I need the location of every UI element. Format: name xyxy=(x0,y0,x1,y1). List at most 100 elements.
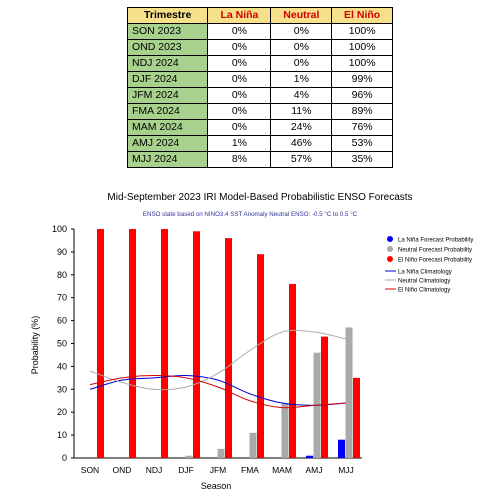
bar-el-nino-mam xyxy=(289,283,296,458)
y-tick-label: 30 xyxy=(57,384,67,394)
cell-neutral: 46% xyxy=(270,135,333,152)
cell-el-nino: 76% xyxy=(331,119,393,136)
line-la-nina-climatology xyxy=(89,375,347,406)
cell-neutral: 4% xyxy=(270,87,333,104)
enso-forecast-chart: Mid-September 2023 IRI Model-Based Proba… xyxy=(30,192,473,491)
cell-la-nina: 0% xyxy=(207,39,272,56)
bar-el-nino-ndj xyxy=(161,229,168,458)
cell-season: NDJ 2024 xyxy=(126,55,209,72)
x-tick-label-fma: FMA xyxy=(241,465,259,475)
bar-neutral-jfm xyxy=(217,448,225,458)
table-row: OND 2023 0% 0% 100% xyxy=(126,39,393,56)
legend-el-nino-climatology: El Niño Climatology xyxy=(385,288,450,294)
cell-el-nino: 35% xyxy=(331,151,393,168)
cell-season: MJJ 2024 xyxy=(126,151,209,168)
cell-la-nina: 0% xyxy=(207,119,272,136)
cell-la-nina: 0% xyxy=(207,103,272,120)
table-header-row: Trimestre La Niña Neutral El Niño xyxy=(126,7,393,24)
bar-la-nina-amj xyxy=(306,455,313,458)
probability-table: Trimestre La Niña Neutral El Niño SON 20… xyxy=(126,7,393,168)
legend-marker xyxy=(387,236,393,242)
cell-la-nina: 0% xyxy=(207,23,272,40)
x-axis-label: Season xyxy=(201,481,232,491)
cell-neutral: 1% xyxy=(270,71,333,88)
legend-neutral-climatology: Neutral Climatology xyxy=(385,279,450,285)
cell-la-nina: 0% xyxy=(207,87,272,104)
y-tick-label: 60 xyxy=(57,316,67,326)
legend-label: Neutral Climatology xyxy=(398,279,450,285)
cell-el-nino: 100% xyxy=(331,55,393,72)
cell-el-nino: 96% xyxy=(331,87,393,104)
table-row: JFM 2024 0% 4% 96% xyxy=(126,87,393,104)
table-row: DJF 2024 0% 1% 99% xyxy=(126,71,393,88)
bar-el-nino-jfm xyxy=(225,238,232,458)
y-tick-label: 20 xyxy=(57,407,67,417)
x-tick-label-son: SON xyxy=(81,465,99,475)
x-tick-label-ond: OND xyxy=(113,465,132,475)
x-tick-label-ndj: NDJ xyxy=(146,465,163,475)
cell-season: JFM 2024 xyxy=(126,87,209,104)
cell-season: MAM 2024 xyxy=(126,119,209,136)
cell-season: DJF 2024 xyxy=(126,71,209,88)
y-tick-label: 50 xyxy=(57,339,67,349)
bar-el-nino-son xyxy=(97,229,104,458)
table-row: MAM 2024 0% 24% 76% xyxy=(126,119,393,136)
cell-neutral: 0% xyxy=(270,39,333,56)
cell-el-nino: 100% xyxy=(331,23,393,40)
bar-el-nino-amj xyxy=(321,336,328,458)
header-el-nino: El Niño xyxy=(331,7,393,24)
cell-la-nina: 0% xyxy=(207,71,272,88)
bar-neutral-fma xyxy=(249,432,257,458)
legend-label: El Niño Forecast Probability xyxy=(398,258,472,264)
bar-neutral-mam xyxy=(281,403,289,458)
legend-label: El Niño Climatology xyxy=(398,288,450,294)
legend-la-nina-forecast: La Niña Forecast Probability xyxy=(387,236,473,244)
legend-marker xyxy=(387,256,393,262)
y-tick-label: 0 xyxy=(62,453,67,463)
cell-neutral: 24% xyxy=(270,119,333,136)
legend-label: Neutral Forecast Probability xyxy=(398,248,472,254)
y-tick-label: 70 xyxy=(57,293,67,303)
legend-label: La Niña Forecast Probability xyxy=(398,238,473,244)
bar-el-nino-ond xyxy=(129,229,136,458)
cell-el-nino: 99% xyxy=(331,71,393,88)
cell-la-nina: 8% xyxy=(207,151,272,168)
table-row: FMA 2024 0% 11% 89% xyxy=(126,103,393,120)
header-la-nina: La Niña xyxy=(207,7,272,24)
y-tick-label: 90 xyxy=(57,247,67,257)
x-tick-label-amj: AMJ xyxy=(306,465,323,475)
plot-area: 0 10 20 30 40 50 60 70 80 90 100 SON OND NDJ DJF JFM FMA… xyxy=(52,224,362,475)
legend-neutral-forecast: Neutral Forecast Probability xyxy=(387,246,472,254)
cell-season: SON 2023 xyxy=(126,23,209,40)
cell-season: FMA 2024 xyxy=(126,103,209,120)
legend-label: La Niña Climatology xyxy=(398,270,452,276)
chart-legend: La Niña Forecast Probability Neutral Fore… xyxy=(385,236,473,294)
y-tick-label: 10 xyxy=(57,430,67,440)
cell-neutral: 11% xyxy=(270,103,333,120)
bar-neutral-mjj xyxy=(345,327,353,458)
y-tick-label: 80 xyxy=(57,270,67,280)
cell-el-nino: 53% xyxy=(331,135,393,152)
cell-la-nina: 1% xyxy=(207,135,272,152)
header-trimestre: Trimestre xyxy=(126,7,209,24)
cell-neutral: 57% xyxy=(270,151,333,168)
cell-neutral: 0% xyxy=(270,55,333,72)
cell-la-nina: 0% xyxy=(207,55,272,72)
table-row: NDJ 2024 0% 0% 100% xyxy=(126,55,393,72)
x-tick-label-mam: MAM xyxy=(272,465,292,475)
legend-el-nino-forecast: El Niño Forecast Probability xyxy=(387,256,472,264)
bar-neutral-djf xyxy=(185,455,193,458)
cell-season: OND 2023 xyxy=(126,39,209,56)
bar-la-nina-mjj xyxy=(338,439,345,458)
table-row: SON 2023 0% 0% 100% xyxy=(126,23,393,40)
chart-title: Mid-September 2023 IRI Model-Based Proba… xyxy=(107,192,412,203)
bar-el-nino-djf xyxy=(193,231,200,458)
cell-el-nino: 89% xyxy=(331,103,393,120)
table-row: AMJ 2024 1% 46% 53% xyxy=(126,135,393,152)
x-tick-label-jfm: JFM xyxy=(210,465,227,475)
x-tick-label-djf: DJF xyxy=(178,465,194,475)
line-el-nino-climatology xyxy=(89,375,347,409)
y-tick-label: 40 xyxy=(57,361,67,371)
table-row: MJJ 2024 8% 57% 35% xyxy=(126,151,393,168)
bar-el-nino-fma xyxy=(257,254,264,458)
